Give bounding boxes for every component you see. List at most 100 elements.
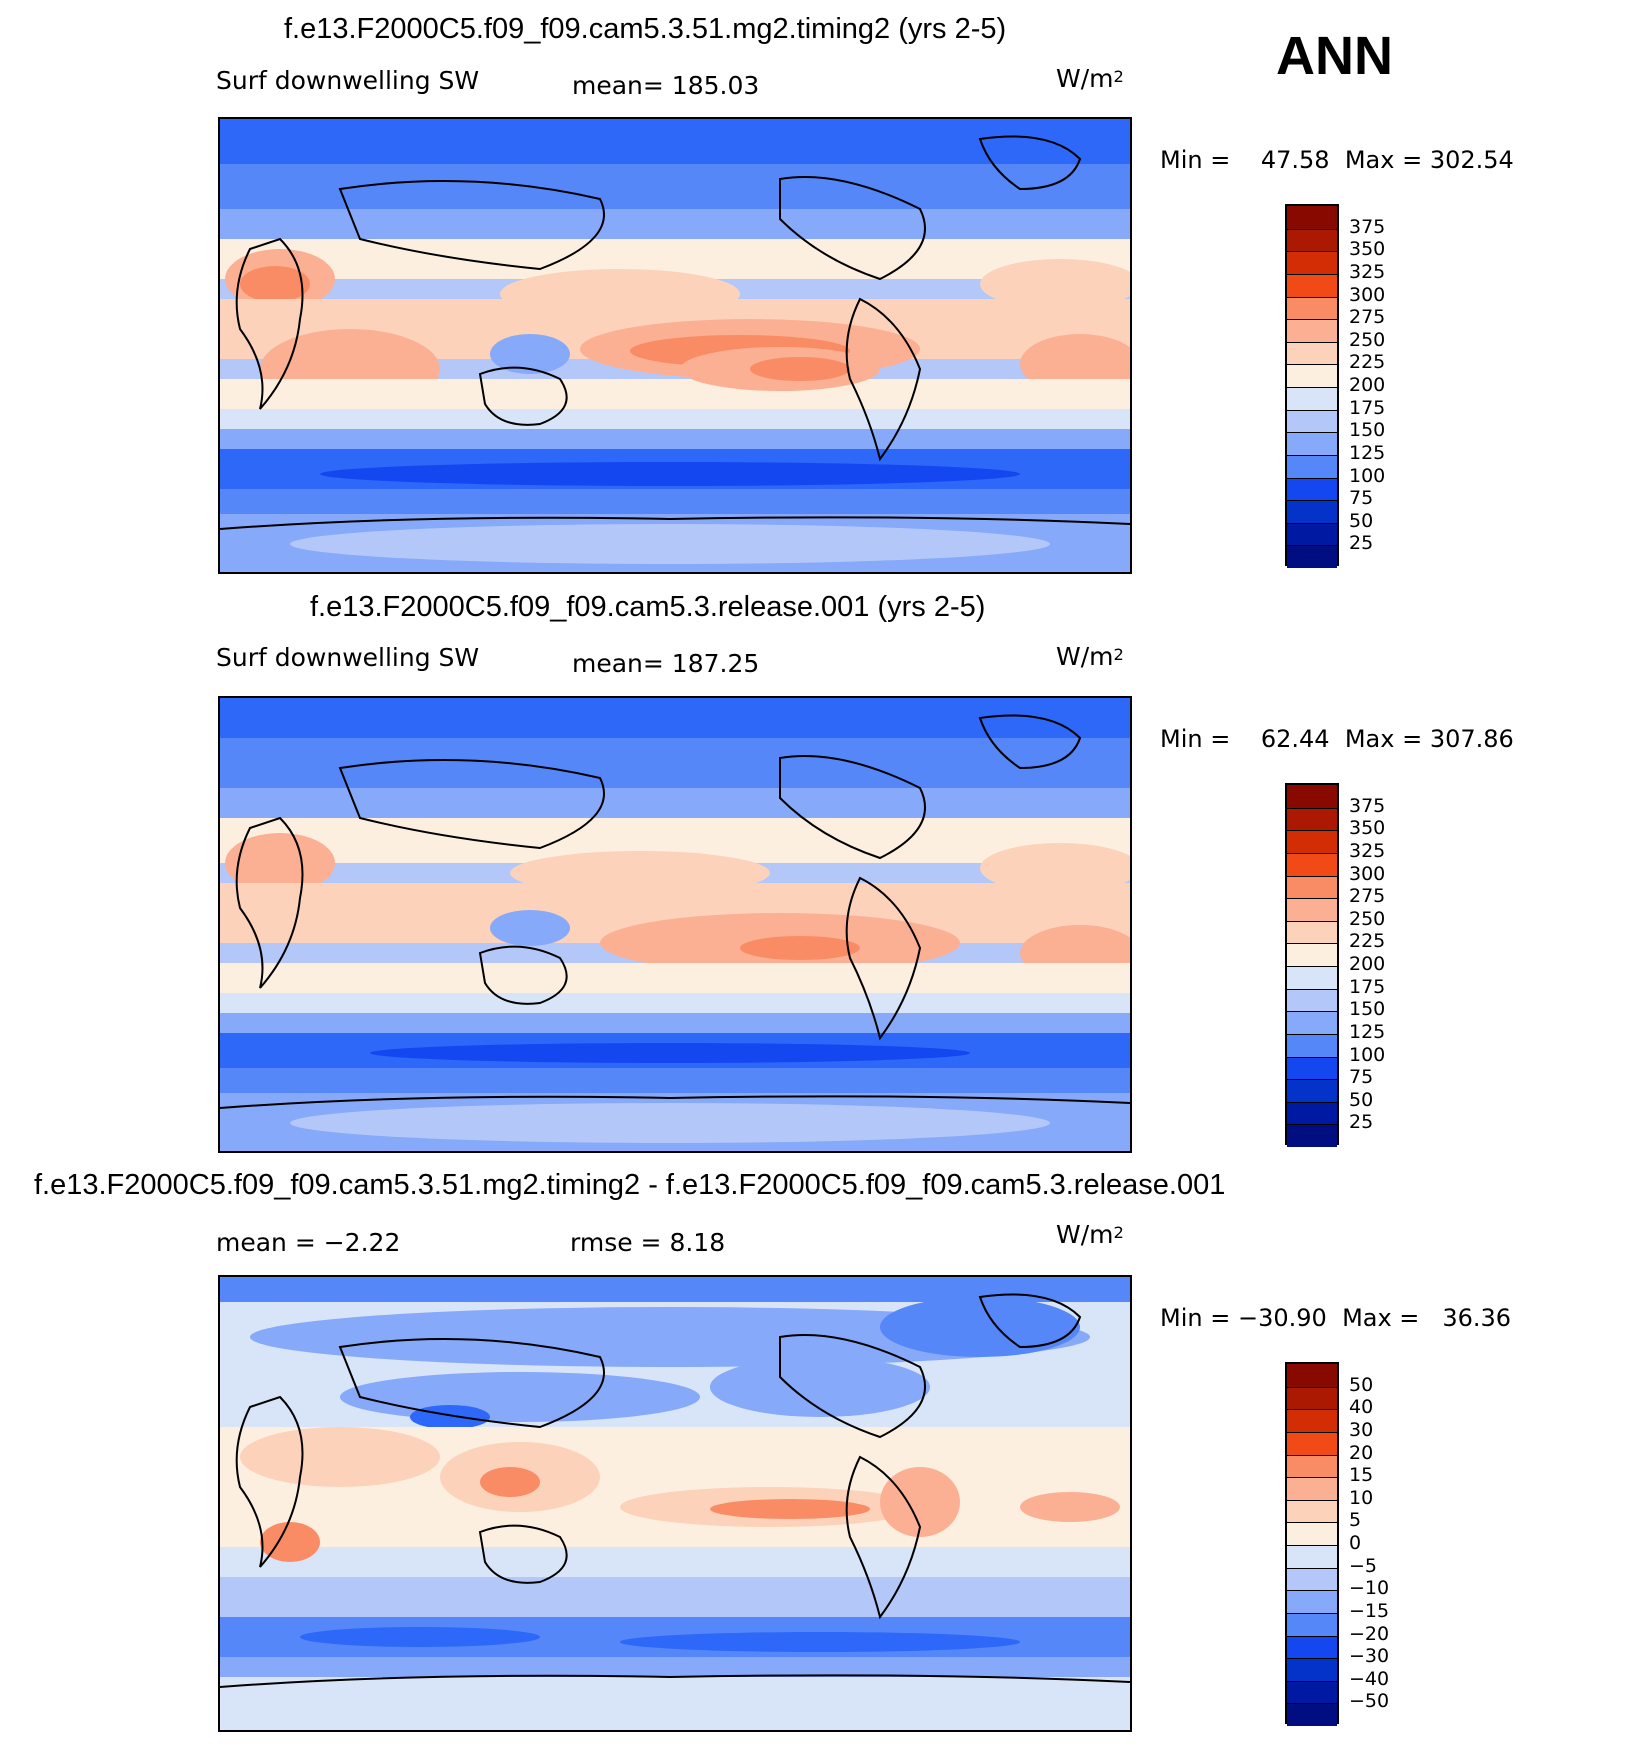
colorbar-tick-label: 225 <box>1349 930 1386 953</box>
panel-2-variable-label: Surf downwelling SW <box>216 643 480 672</box>
colorbar-tick-label: −30 <box>1349 1645 1390 1668</box>
colorbar-swatch <box>1287 966 1337 989</box>
colorbar-tick-label: 30 <box>1349 1418 1374 1441</box>
colorbar-tick-label: 50 <box>1349 1088 1374 1111</box>
panel-2-title: f.e13.F2000C5.f09_f09.cam5.3.release.001… <box>310 591 986 623</box>
colorbar-tick-label: 0 <box>1349 1532 1362 1554</box>
colorbar-tick-label: 300 <box>1349 283 1386 306</box>
colorbar-tick-label: 200 <box>1349 953 1386 975</box>
panel-1-map <box>218 117 1132 574</box>
colorbar-tick-label: 300 <box>1349 862 1386 885</box>
colorbar-tick-label: 40 <box>1349 1396 1374 1419</box>
colorbar-tick-label: 50 <box>1349 509 1374 532</box>
colorbar-tick-label: −15 <box>1349 1599 1390 1622</box>
panel-2-map <box>218 696 1132 1153</box>
colorbar-tick-label: 325 <box>1349 260 1386 283</box>
colorbar-tick-label: 200 <box>1349 374 1386 396</box>
panel-3-map <box>218 1275 1132 1732</box>
colorbar-swatch <box>1287 1124 1337 1147</box>
colorbar-swatch <box>1287 1431 1337 1455</box>
colorbar-swatch <box>1287 1635 1337 1659</box>
colorbar-swatch <box>1287 1364 1337 1387</box>
colorbar-tick-label: 350 <box>1349 238 1386 261</box>
colorbar-swatch <box>1287 522 1337 546</box>
panel-3-rmse-label: rmse = 8.18 <box>570 1228 726 1257</box>
colorbar-tick-label: 225 <box>1349 351 1386 374</box>
panel-3-units: W/m2 <box>1056 1220 1124 1249</box>
colorbar-tick-label: −10 <box>1349 1577 1390 1600</box>
colorbar-swatch <box>1287 454 1337 478</box>
colorbar-swatch <box>1287 920 1337 944</box>
panel-1-map-field <box>220 119 1130 572</box>
colorbar-tick-label: 25 <box>1349 532 1374 555</box>
panel-1-mean-label: mean= 185.03 <box>572 71 760 100</box>
colorbar-tick-label: 275 <box>1349 885 1386 908</box>
panel-3-colorbar <box>1285 1362 1339 1726</box>
panel-2-map-field <box>220 698 1130 1151</box>
colorbar-swatch <box>1287 1409 1337 1432</box>
colorbar-tick-label: 175 <box>1349 396 1386 419</box>
colorbar-tick-label: 375 <box>1349 215 1386 238</box>
panel-2-colorbar <box>1285 783 1339 1147</box>
colorbar-swatch <box>1287 875 1337 899</box>
colorbar-swatch <box>1287 1612 1337 1636</box>
colorbar-swatch <box>1287 228 1337 252</box>
colorbar-tick-label: 20 <box>1349 1441 1374 1464</box>
panel-3-mean-label: mean = −2.22 <box>216 1228 401 1257</box>
colorbar-swatch <box>1287 432 1337 455</box>
colorbar-tick-label: 100 <box>1349 1043 1386 1066</box>
panel-3-map-field <box>220 1277 1130 1730</box>
panel-1-variable-label: Surf downwelling SW <box>216 66 480 95</box>
panel-2-units: W/m2 <box>1056 642 1124 671</box>
colorbar-tick-label: 5 <box>1349 1509 1362 1532</box>
colorbar-tick-label: 150 <box>1349 419 1386 442</box>
colorbar-swatch <box>1287 1703 1337 1726</box>
colorbar-swatch <box>1287 319 1337 342</box>
colorbar-tick-label: 250 <box>1349 907 1386 930</box>
colorbar-tick-label: 325 <box>1349 839 1386 862</box>
colorbar-swatch <box>1287 830 1337 853</box>
colorbar-tick-label: −50 <box>1349 1690 1390 1713</box>
colorbar-swatch <box>1287 807 1337 831</box>
colorbar-tick-label: 75 <box>1349 1066 1374 1089</box>
colorbar-tick-label: 125 <box>1349 1020 1386 1043</box>
colorbar-swatch <box>1287 943 1337 966</box>
panel-3-minmax: Min = −30.90 Max = 36.36 <box>1160 1304 1512 1332</box>
colorbar-tick-label: 250 <box>1349 328 1386 351</box>
colorbar-swatch <box>1287 1477 1337 1500</box>
colorbar-swatch <box>1287 1680 1337 1704</box>
colorbar-tick-label: 175 <box>1349 975 1386 998</box>
season-label: ANN <box>1276 26 1393 86</box>
colorbar-swatch <box>1287 296 1337 320</box>
colorbar-tick-label: 50 <box>1349 1373 1374 1396</box>
colorbar-swatch <box>1287 1386 1337 1410</box>
colorbar-tick-label: 15 <box>1349 1464 1374 1487</box>
colorbar-swatch <box>1287 1522 1337 1545</box>
panel-1-title: f.e13.F2000C5.f09_f09.cam5.3.51.mg2.timi… <box>284 13 1007 45</box>
colorbar-swatch <box>1287 251 1337 274</box>
panel-3-title: f.e13.F2000C5.f09_f09.cam5.3.51.mg2.timi… <box>34 1169 1226 1201</box>
colorbar-swatch <box>1287 409 1337 433</box>
colorbar-tick-label: 10 <box>1349 1486 1374 1509</box>
colorbar-swatch <box>1287 898 1337 921</box>
colorbar-tick-label: 350 <box>1349 817 1386 840</box>
colorbar-tick-label: 150 <box>1349 998 1386 1021</box>
colorbar-swatch <box>1287 477 1337 501</box>
colorbar-tick-label: −40 <box>1349 1667 1390 1690</box>
colorbar-tick-label: 275 <box>1349 306 1386 329</box>
colorbar-swatch <box>1287 1454 1337 1478</box>
colorbar-tick-label: 375 <box>1349 794 1386 817</box>
colorbar-swatch <box>1287 1011 1337 1034</box>
colorbar-swatch <box>1287 852 1337 876</box>
colorbar-swatch <box>1287 1101 1337 1125</box>
panel-2-mean-label: mean= 187.25 <box>572 649 760 678</box>
colorbar-swatch <box>1287 1658 1337 1681</box>
colorbar-swatch <box>1287 1079 1337 1102</box>
panel-2-minmax: Min = 62.44 Max = 307.86 <box>1160 725 1514 753</box>
colorbar-swatch <box>1287 1056 1337 1080</box>
panel-1-colorbar <box>1285 204 1339 568</box>
colorbar-swatch <box>1287 1567 1337 1591</box>
panel-1-units: W/m2 <box>1056 64 1124 93</box>
colorbar-tick-label: −5 <box>1349 1554 1378 1577</box>
colorbar-swatch <box>1287 988 1337 1012</box>
